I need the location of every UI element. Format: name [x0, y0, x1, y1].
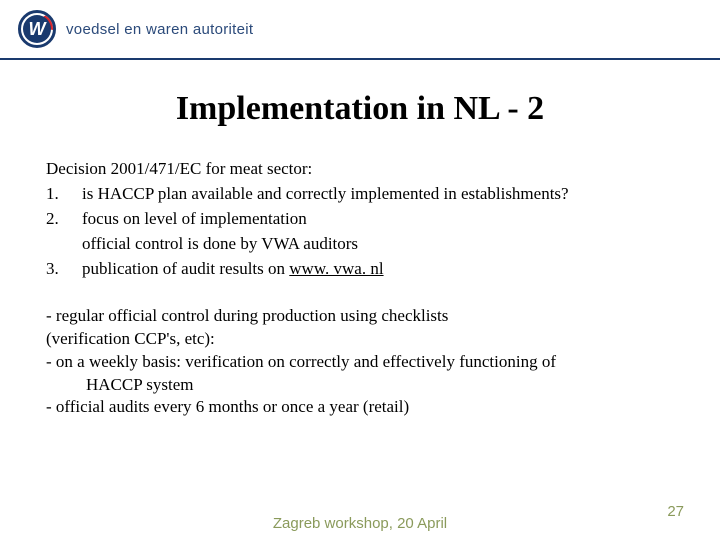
header-bar: W voedsel en waren autoriteit — [0, 0, 720, 60]
body-line: - on a weekly basis: verification on cor… — [46, 351, 674, 374]
list-number: 1. — [46, 183, 82, 206]
logo-badge: W — [18, 10, 56, 48]
list-item: official control is done by VWA auditors — [46, 233, 674, 256]
list-item: 2. focus on level of implementation — [46, 208, 674, 231]
list-item: 3. publication of audit results on www. … — [46, 258, 674, 281]
footer-venue: Zagreb workshop, 20 April — [0, 515, 720, 532]
list-number — [46, 233, 82, 256]
logo-letter: W — [29, 20, 46, 38]
body-line: - official audits every 6 months or once… — [46, 396, 674, 419]
section2: - regular official control during produc… — [46, 305, 674, 420]
list-text: publication of audit results on www. vwa… — [82, 258, 674, 281]
footer: Zagreb workshop, 20 April 27 — [0, 515, 720, 532]
section1-intro: Decision 2001/471/EC for meat sector: — [46, 158, 674, 181]
list-text-prefix: publication of audit results on — [82, 259, 289, 278]
body-line: - regular official control during produc… — [46, 305, 674, 328]
list-text: is HACCP plan available and correctly im… — [82, 183, 674, 206]
org-name: voedsel en waren autoriteit — [66, 21, 253, 38]
slide-title: Implementation in NL - 2 — [0, 90, 720, 128]
logo-inner-circle: W — [23, 15, 51, 43]
slide-body: Decision 2001/471/EC for meat sector: 1.… — [0, 158, 720, 419]
footer-venue-text: Zagreb workshop, 20 April — [273, 515, 447, 532]
link-vwa[interactable]: www. vwa. nl — [289, 259, 383, 278]
page-number: 27 — [667, 503, 684, 520]
body-line: (verification CCP's, etc): — [46, 328, 674, 351]
list-number: 3. — [46, 258, 82, 281]
list-text: focus on level of implementation — [82, 208, 674, 231]
body-line-indent: HACCP system — [46, 374, 674, 397]
list-text: official control is done by VWA auditors — [82, 233, 674, 256]
list-number: 2. — [46, 208, 82, 231]
list-item: 1. is HACCP plan available and correctly… — [46, 183, 674, 206]
